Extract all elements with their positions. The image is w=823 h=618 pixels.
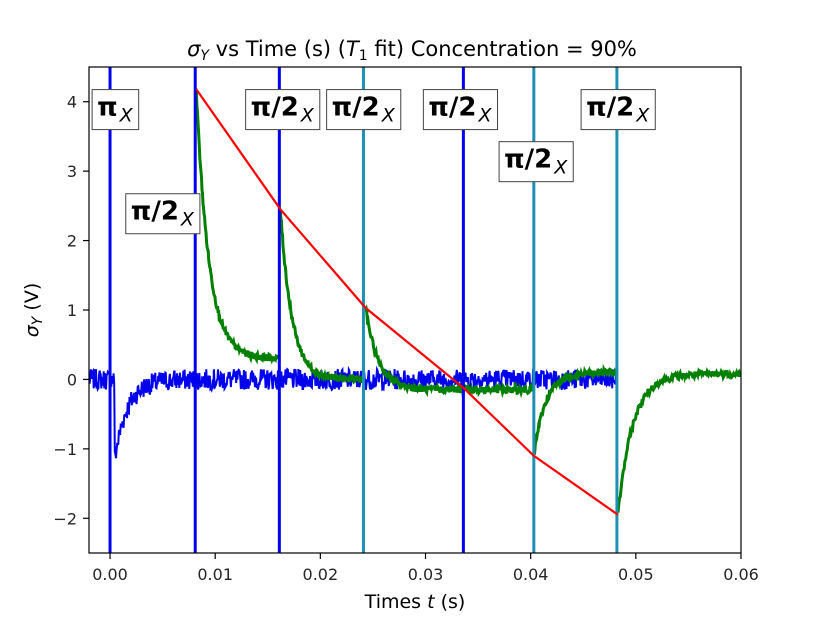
- y-axis-label: σY (V): [21, 283, 46, 337]
- svg-text:π/2X: π/2 X: [504, 145, 568, 179]
- fid-segment-4: [462, 380, 536, 399]
- y-tick-label: 3: [67, 162, 77, 181]
- y-tick-label: 0: [67, 370, 77, 389]
- x-tick-label: 0.04: [513, 565, 549, 584]
- y-tick-label: 4: [67, 93, 77, 112]
- svg-text:π/2X: π/2 X: [131, 197, 195, 231]
- chart-title: σY vs Time (s) (T1 fit) Concentration = …: [187, 37, 637, 64]
- pulse-annotation-4: π/2 X: [326, 89, 402, 131]
- annotations: π X π/2 X π/2 X π/2 X π/2 X π/2 X π/2 X: [91, 89, 656, 235]
- x-tick-label: 0.06: [723, 565, 759, 584]
- fit-line: [195, 88, 619, 516]
- y-tick-label: −2: [53, 509, 77, 528]
- svg-text:π/2X: π/2 X: [332, 93, 396, 127]
- plot-area: [89, 67, 741, 553]
- svg-text:π/2X: π/2 X: [251, 93, 315, 127]
- y-tick-label: 2: [67, 232, 77, 251]
- pulse-annotation-6: π/2 X: [498, 141, 574, 183]
- pulse-annotation-7: π/2 X: [580, 89, 656, 131]
- fid-segment-1: [194, 88, 281, 365]
- fid-segment-2: [278, 209, 365, 385]
- x-tick-label: 0.02: [303, 565, 339, 584]
- svg-text:πX: πX: [97, 93, 134, 127]
- pulse-annotation-3: π/2 X: [245, 89, 321, 131]
- y-tick-label: −1: [53, 440, 77, 459]
- y-axis: −2 −1 0 1 2 3 4: [53, 93, 89, 528]
- y-tick-label: 1: [67, 301, 77, 320]
- x-axis: 0.00 0.01 0.02 0.03 0.04 0.05 0.06: [92, 553, 759, 584]
- pulse-annotation-2: π/2 X: [125, 193, 201, 235]
- x-tick-label: 0.03: [408, 565, 444, 584]
- svg-text:π/2X: π/2 X: [428, 93, 492, 127]
- pulse-annotation-5: π/2 X: [422, 89, 499, 131]
- fid-segment-3: [364, 304, 465, 398]
- x-tick-label: 0.05: [618, 565, 654, 584]
- x-tick-label: 0.00: [92, 565, 128, 584]
- x-axis-label: Times t (s): [364, 591, 466, 613]
- x-tick-label: 0.01: [197, 565, 233, 584]
- fid-segment-6: [616, 367, 741, 513]
- svg-text:π/2X: π/2 X: [586, 93, 650, 127]
- fid-segment-5: [532, 363, 619, 455]
